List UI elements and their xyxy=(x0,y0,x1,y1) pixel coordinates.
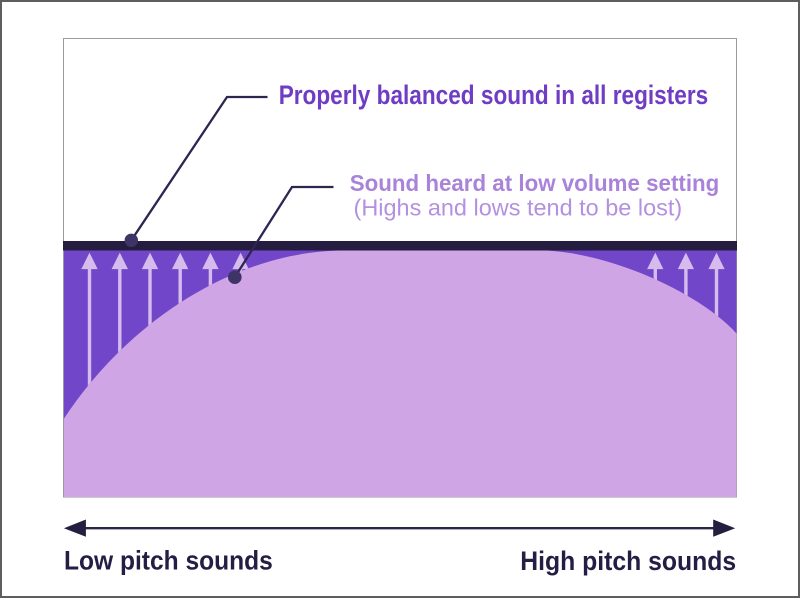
svg-text:Sound heard at low volume sett: Sound heard at low volume setting xyxy=(350,170,720,196)
svg-text:(Highs and lows tend to be los: (Highs and lows tend to be lost) xyxy=(354,195,683,221)
svg-text:Low pitch sounds: Low pitch sounds xyxy=(64,545,273,575)
svg-text:High pitch sounds: High pitch sounds xyxy=(520,546,736,576)
svg-text:Properly balanced sound in all: Properly balanced sound in all registers xyxy=(279,80,709,110)
